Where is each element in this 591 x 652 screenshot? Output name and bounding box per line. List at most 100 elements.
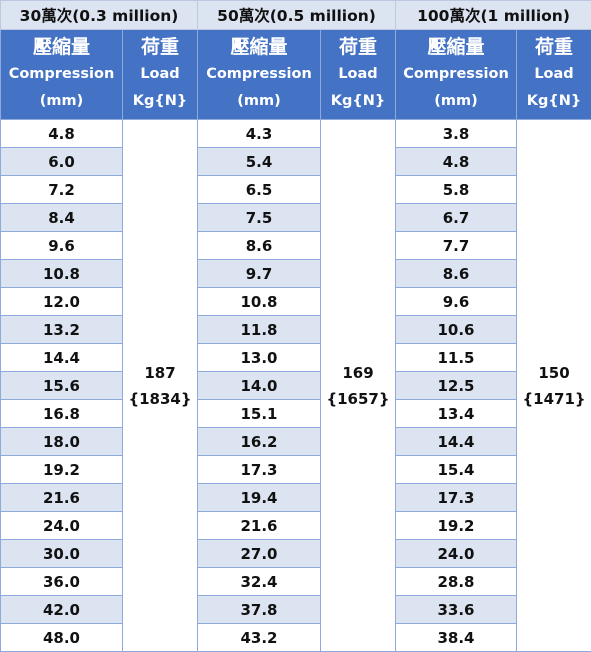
compression-value-cell: 14.4 <box>0 343 123 372</box>
compression-value-cell: 27.0 <box>197 539 321 568</box>
compression-value-cell: 28.8 <box>395 567 517 596</box>
compression-column-header: 壓縮量 Compression (mm) <box>0 29 123 120</box>
compression-value-cell: 21.6 <box>0 483 123 512</box>
compression-value-cell: 15.6 <box>0 371 123 400</box>
compression-value-cell: 5.8 <box>395 175 517 204</box>
compression-value-cell: 6.5 <box>197 175 321 204</box>
compression-column-header: 壓縮量 Compression (mm) <box>197 29 321 120</box>
compression-column-header: 壓縮量 Compression (mm) <box>395 29 517 120</box>
compression-value-cell: 48.0 <box>0 623 123 652</box>
table-row: 13.2 11.8 10.6 <box>0 315 591 344</box>
compression-column-header-line: (mm) <box>434 93 478 109</box>
cycle-group-header-row: 30萬次(0.3 million) 50萬次(0.5 million) 100萬次(… <box>0 0 591 30</box>
table-row: 14.4 13.0 11.5 <box>0 343 591 372</box>
compression-value-cell: 7.2 <box>0 175 123 204</box>
compression-value-cell: 6.7 <box>395 203 517 232</box>
compression-value-cell: 42.0 <box>0 595 123 624</box>
compression-value-cell: 33.6 <box>395 595 517 624</box>
compression-value-cell: 8.6 <box>197 231 321 260</box>
table-row: 7.2 6.5 5.8 <box>0 175 591 204</box>
table-row: 6.0 5.4 4.8 <box>0 147 591 176</box>
table-row: 8.4 7.5 6.7 <box>0 203 591 232</box>
compression-value-cell: 9.7 <box>197 259 321 288</box>
load-column-header-line: 荷重 <box>140 36 179 58</box>
compression-value-cell: 19.2 <box>0 455 123 484</box>
table-row: 48.0 43.2 38.4 <box>0 623 591 652</box>
compression-value-cell: 24.0 <box>395 539 517 568</box>
compression-value-cell: 11.5 <box>395 343 517 372</box>
compression-value-cell: 6.0 <box>0 147 123 176</box>
load-kg-value: 169 <box>342 363 374 382</box>
compression-value-cell: 19.2 <box>395 511 517 540</box>
load-kg-value: 187 <box>144 363 176 382</box>
compression-value-cell: 8.4 <box>0 203 123 232</box>
compression-value-cell: 3.8 <box>395 119 517 148</box>
compression-value-cell: 32.4 <box>197 567 321 596</box>
compression-value-cell: 9.6 <box>395 287 517 316</box>
load-column-header: 荷重 Load Kg{N} <box>515 29 591 120</box>
table-row: 4.8 187 {1834} 4.3 169 {1657} 3.8 150 {1471} <box>0 119 591 652</box>
compression-value-cell: 14.0 <box>197 371 321 400</box>
compression-value-cell: 13.0 <box>197 343 321 372</box>
compression-value-cell: 14.4 <box>395 427 517 456</box>
load-value-cell: 187 {1834} <box>122 119 198 652</box>
compression-value-cell: 11.8 <box>197 315 321 344</box>
table-row: 9.6 8.6 7.7 <box>0 231 591 260</box>
load-column-header-line: Kg{N} <box>132 93 188 109</box>
compression-value-cell: 30.0 <box>0 539 123 568</box>
compression-value-cell: 13.2 <box>0 315 123 344</box>
table-row: 12.0 10.8 9.6 <box>0 287 591 316</box>
compression-value-cell: 24.0 <box>0 511 123 540</box>
compression-value-cell: 19.4 <box>197 483 321 512</box>
compression-column-header-line: Compression <box>8 66 115 82</box>
load-newton-value: {1834} <box>128 389 192 408</box>
compression-value-cell: 38.4 <box>395 623 517 652</box>
compression-value-cell: 4.8 <box>395 147 517 176</box>
compression-value-cell: 43.2 <box>197 623 321 652</box>
compression-column-header-line: Compression <box>206 66 312 82</box>
compression-value-cell: 37.8 <box>197 595 321 624</box>
load-column-header-line: 荷重 <box>338 36 377 58</box>
load-column-header-line: Load <box>338 66 378 82</box>
compression-value-cell: 8.6 <box>395 259 517 288</box>
compression-column-header-line: (mm) <box>39 93 84 109</box>
compression-value-cell: 16.2 <box>197 427 321 456</box>
compression-value-cell: 21.6 <box>197 511 321 540</box>
compression-value-cell: 4.8 <box>0 119 123 148</box>
compression-value-cell: 7.7 <box>395 231 517 260</box>
compression-value-cell: 10.8 <box>197 287 321 316</box>
load-column-header-line: Load <box>140 66 180 82</box>
compression-column-header-line: Compression <box>403 66 509 82</box>
compression-value-cell: 18.0 <box>0 427 123 456</box>
load-column-header-line: Kg{N} <box>330 93 386 109</box>
load-column-header-line: Kg{N} <box>526 93 582 109</box>
compression-value-cell: 13.4 <box>395 399 517 428</box>
compression-column-header-line: (mm) <box>237 93 281 109</box>
compression-value-cell: 5.4 <box>197 147 321 176</box>
compression-column-header-line: 壓縮量 <box>230 36 288 58</box>
table-row: 21.6 19.4 17.3 <box>0 483 591 512</box>
table-row: 10.8 9.7 8.6 <box>0 259 591 288</box>
load-column-header-line: 荷重 <box>535 36 574 58</box>
table-row: 15.6 14.0 12.5 <box>0 371 591 400</box>
load-column-header-line: Load <box>534 66 574 82</box>
table-row: 36.0 32.4 28.8 <box>0 567 591 596</box>
compression-value-cell: 4.3 <box>197 119 321 148</box>
compression-value-cell: 36.0 <box>0 567 123 596</box>
compression-value-cell: 12.5 <box>395 371 517 400</box>
table-row: 30.0 27.0 24.0 <box>0 539 591 568</box>
load-kg-value: 150 <box>538 363 570 382</box>
load-newton-value: {1471} <box>522 389 586 408</box>
cycle-group-title: 100萬次(1 million) <box>394 0 591 30</box>
compression-column-header-line: 壓縮量 <box>32 36 90 58</box>
column-header-row: 壓縮量 Compression (mm) 荷重 Load Kg{N} 壓縮量 Compress… <box>0 29 591 120</box>
table-row: 16.8 15.1 13.4 <box>0 399 591 428</box>
compression-value-cell: 17.3 <box>395 483 517 512</box>
compression-value-cell: 10.6 <box>395 315 517 344</box>
load-column-header: 荷重 Load Kg{N} <box>122 29 198 120</box>
load-column-header: 荷重 Load Kg{N} <box>320 29 396 120</box>
cycle-group-title: 30萬次(0.3 million) <box>0 0 198 30</box>
cycle-group-title: 50萬次(0.5 million) <box>197 0 396 30</box>
load-value-cell: 150 {1471} <box>515 119 591 652</box>
